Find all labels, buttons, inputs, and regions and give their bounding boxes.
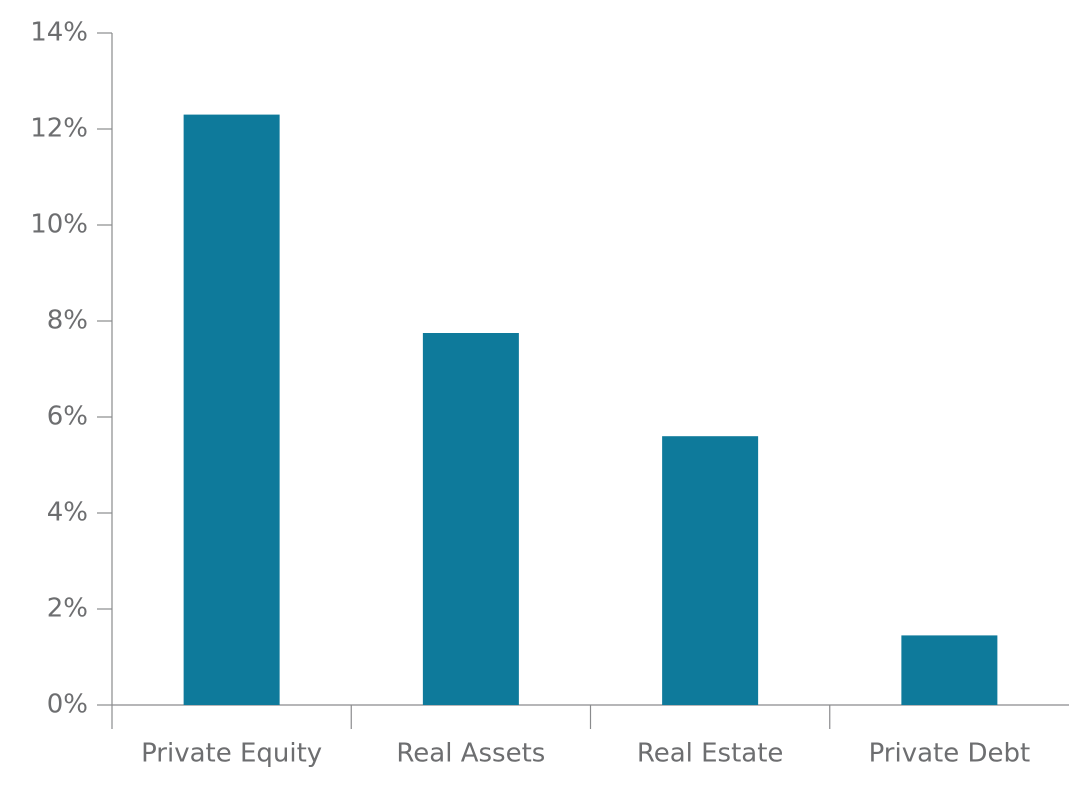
bar [901, 635, 998, 705]
y-tick-label: 2% [47, 594, 88, 624]
y-tick-label: 8% [47, 306, 88, 336]
x-tick-label: Private Equity [141, 739, 322, 769]
y-tick-label: 14% [30, 18, 88, 48]
x-tick-label: Private Debt [869, 739, 1031, 769]
x-tick-label: Real Assets [396, 739, 545, 769]
bar [662, 436, 759, 705]
y-tick-label: 0% [47, 690, 88, 720]
y-tick-label: 12% [30, 114, 88, 144]
x-tick-label: Real Estate [637, 739, 784, 769]
y-tick-label: 6% [47, 402, 88, 432]
y-tick-label: 10% [30, 210, 88, 240]
bar [422, 333, 519, 705]
y-tick-label: 4% [47, 498, 88, 528]
bar [183, 114, 280, 706]
